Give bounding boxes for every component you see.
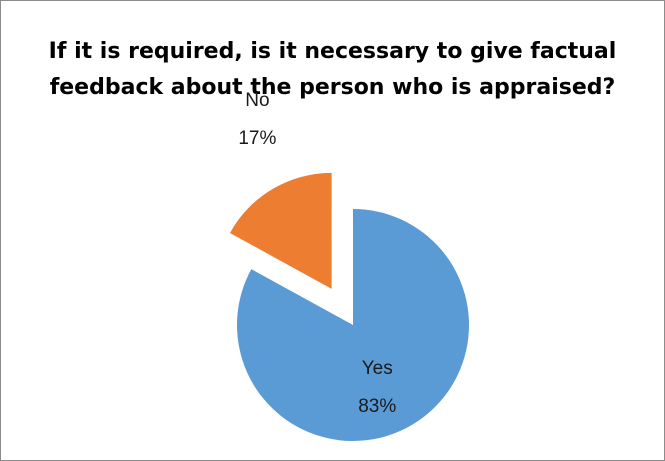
slice-value-label-no: 17% (238, 128, 276, 149)
slice-name-label-yes: Yes (362, 358, 393, 379)
pie-slice-no (230, 173, 332, 289)
slice-name-label-no: No (245, 90, 269, 111)
slice-value-label-yes: 83% (358, 396, 396, 417)
